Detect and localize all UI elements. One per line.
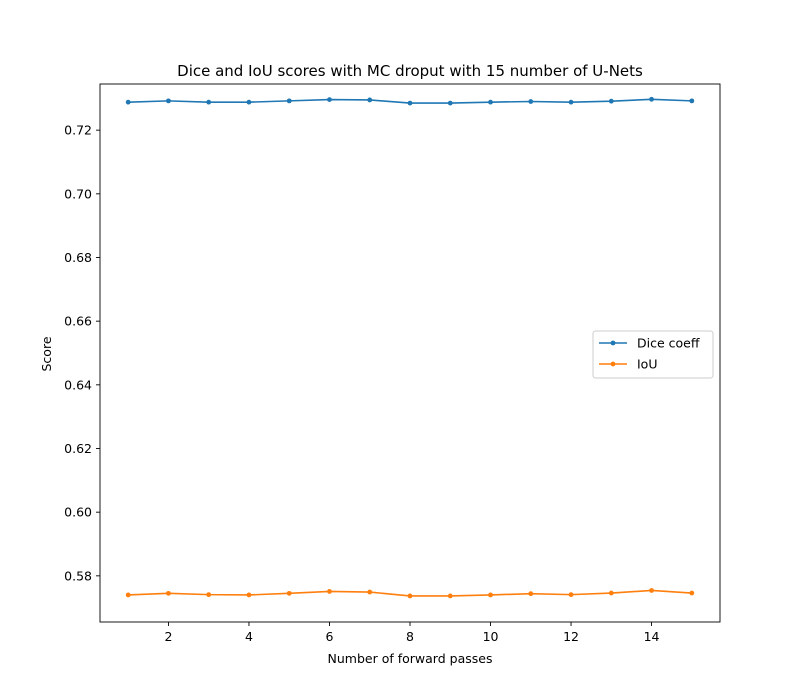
- data-point-1-5: [327, 589, 332, 594]
- data-point-0-12: [608, 98, 614, 104]
- data-point-1-13: [649, 588, 654, 593]
- data-point-1-11: [568, 592, 574, 598]
- x-tick-label-5: 12: [563, 629, 579, 644]
- x-tick-label-0: 2: [164, 629, 172, 644]
- x-tick-label-6: 14: [644, 629, 660, 644]
- data-point-0-10: [528, 99, 534, 104]
- data-point-0-9: [488, 99, 493, 105]
- chart-title: Dice and IoU scores with MC droput with …: [177, 62, 643, 80]
- x-tick-label-1: 4: [245, 629, 253, 644]
- plot-area: 2 4 6 8 10 12 14 0.58 0.60 0.62 0.64 0.66 0.68 0.70 0.…: [64, 83, 721, 644]
- y-tick-label-0: 0.58: [64, 568, 92, 583]
- legend: Dice coeff IoU: [592, 330, 714, 379]
- data-point-0-3: [246, 99, 252, 105]
- x-tick-label-4: 10: [483, 629, 499, 644]
- legend-label-0: Dice coeff: [637, 336, 700, 351]
- data-point-1-10: [528, 591, 534, 597]
- x-tick-label-3: 8: [406, 629, 414, 644]
- legend-label-1: IoU: [637, 357, 657, 372]
- y-tick-label-4: 0.66: [64, 314, 92, 329]
- data-point-1-6: [367, 589, 373, 595]
- data-point-1-12: [608, 590, 614, 596]
- y-tick-label-2: 0.62: [64, 441, 92, 456]
- y-tick-label-5: 0.68: [64, 250, 92, 265]
- legend-marker-1: [610, 361, 616, 367]
- y-tick-label-1: 0.60: [64, 505, 92, 520]
- data-point-0-6: [367, 97, 373, 103]
- data-point-1-1: [166, 590, 171, 596]
- data-point-1-14: [689, 590, 695, 596]
- y-tick-label-7: 0.72: [64, 123, 92, 138]
- data-point-0-2: [206, 99, 212, 105]
- data-point-1-0: [125, 592, 131, 598]
- data-point-1-7: [407, 593, 413, 599]
- x-axis-title: Number of forward passes: [328, 651, 493, 666]
- data-point-0-0: [125, 99, 131, 105]
- data-point-1-8: [447, 593, 453, 599]
- y-axis-title: Score: [39, 336, 54, 371]
- data-point-0-14: [689, 98, 695, 104]
- x-tick-label-2: 6: [326, 629, 334, 644]
- data-point-0-7: [407, 100, 413, 106]
- data-point-0-11: [568, 99, 574, 105]
- legend-marker-0: [610, 340, 616, 346]
- data-point-1-2: [206, 592, 212, 598]
- data-point-0-5: [327, 97, 332, 102]
- data-point-1-9: [488, 592, 493, 598]
- y-tick-label-3: 0.64: [64, 377, 92, 392]
- data-point-1-3: [246, 592, 252, 598]
- y-tick-label-6: 0.70: [64, 186, 92, 201]
- data-point-0-8: [447, 100, 453, 106]
- data-point-0-4: [286, 98, 292, 104]
- data-point-0-1: [166, 98, 171, 104]
- data-point-1-4: [286, 590, 292, 596]
- data-point-0-13: [649, 96, 654, 102]
